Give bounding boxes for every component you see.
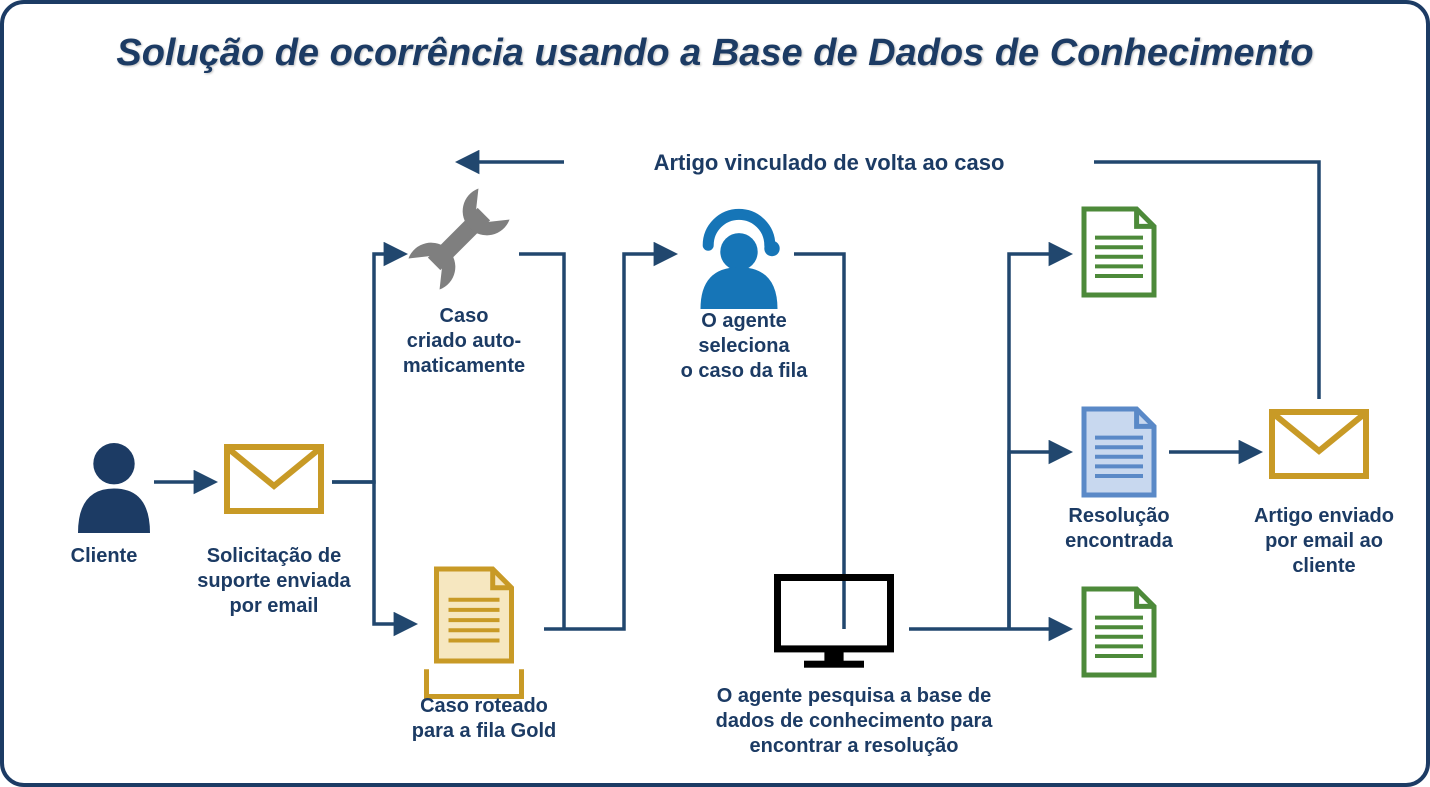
- envelope-in-icon: [224, 444, 324, 514]
- doc-green-top-icon: [1079, 204, 1159, 300]
- monitor-icon: [774, 574, 894, 676]
- doc_mid-label: Resolução encontrada: [1044, 504, 1194, 554]
- connectors-layer: [4, 4, 1430, 787]
- agent-icon: [684, 199, 794, 309]
- agent_search-label: O agente pesquisa a base de dados de con…: [704, 684, 1004, 759]
- client-icon: [69, 434, 159, 533]
- feedback-label: Artigo vinculado de volta ao caso: [564, 149, 1094, 177]
- doc-blue-mid-icon: [1079, 404, 1159, 500]
- client-label: Cliente: [44, 544, 164, 569]
- doc-gold-icon: [424, 564, 524, 699]
- agent_select-label: O agenteselecionao caso da fila: [654, 309, 834, 384]
- case_created-label: Casocriado auto-maticamente: [379, 304, 549, 379]
- email_in-label: Solicitação de suporte enviada por email: [179, 544, 369, 619]
- wrench-icon: [404, 184, 514, 294]
- case_routed-label: Caso roteadopara a fila Gold: [384, 694, 584, 744]
- email_out-label: Artigo enviado por email ao cliente: [1244, 504, 1404, 579]
- doc-green-bot-icon: [1079, 584, 1159, 680]
- envelope-out-icon: [1269, 409, 1369, 479]
- diagram-frame: Solução de ocorrência usando a Base de D…: [0, 0, 1430, 787]
